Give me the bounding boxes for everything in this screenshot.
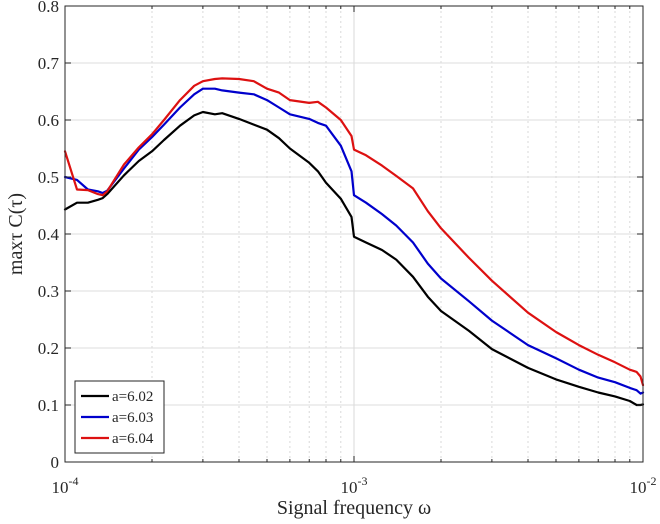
y-tick-label: 0.4 — [38, 225, 60, 244]
y-tick-label: 0.2 — [38, 339, 59, 358]
y-tick-label: 0.8 — [38, 0, 59, 16]
y-tick-label: 0.5 — [38, 168, 59, 187]
y-tick-label: 0.3 — [38, 282, 59, 301]
y-tick-label: 0 — [51, 453, 60, 472]
legend: a=6.02 a=6.03 a=6.04 — [74, 380, 165, 454]
legend-label: a=6.04 — [112, 431, 154, 447]
y-tick-label: 0.7 — [38, 54, 60, 73]
series-line-a-6-03 — [63, 87, 645, 395]
y-tick-label: 0.6 — [38, 111, 59, 130]
series-lines — [63, 77, 645, 407]
legend-label: a=6.03 — [112, 410, 153, 426]
series-line-a-6-04 — [63, 77, 645, 387]
grid — [64, 5, 643, 463]
y-tick-label: 0.1 — [38, 396, 59, 415]
x-tick-label: 10-4 — [52, 474, 79, 497]
legend-label: a=6.02 — [112, 389, 153, 405]
x-tick-labels: 10-4 10-3 10-2 — [52, 474, 657, 497]
x-axis-label: Signal frequency ω — [277, 497, 431, 519]
x-tick-label: 10-3 — [341, 474, 368, 497]
x-tick-label: 10-2 — [630, 474, 657, 497]
y-axis-label: maxτ C(τ) — [5, 193, 27, 275]
y-tick-labels: 0 0.1 0.2 0.3 0.4 0.5 0.6 0.7 0.8 — [38, 0, 60, 472]
axis-ticks — [64, 5, 643, 463]
series-line-a-6-02 — [63, 110, 645, 407]
